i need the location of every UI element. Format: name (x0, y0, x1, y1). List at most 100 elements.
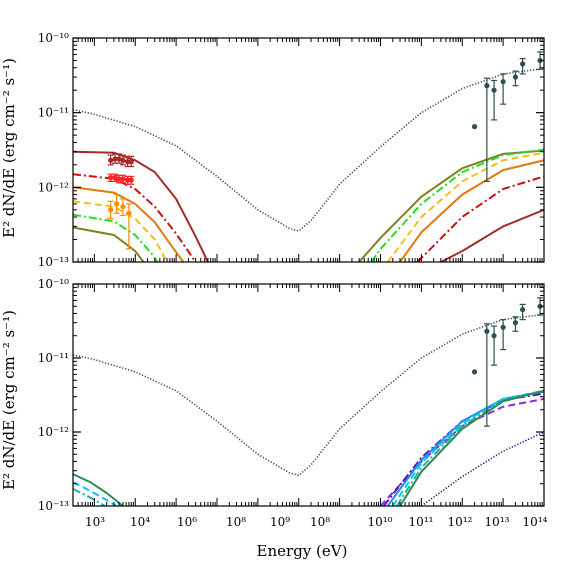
data-point (500, 79, 506, 85)
model-curve-top-7 (370, 148, 544, 262)
data-series-bottom-0 (471, 297, 574, 427)
data-point (116, 156, 122, 162)
data-point (125, 177, 131, 183)
data-point (512, 320, 519, 326)
data-point (484, 83, 490, 89)
x-tick-label: 10³ (85, 515, 105, 529)
axes-frame-bottom (72, 283, 545, 507)
y-axis-label-bottom: E² dN/dE (erg cm⁻² s⁻¹) (0, 310, 18, 490)
data-point (512, 74, 519, 80)
model-curve-bottom-7 (391, 389, 544, 506)
x-tick-label: 10⁶ (177, 515, 197, 529)
y-tick-label: 10⁻¹² (38, 180, 69, 194)
data-point (471, 369, 478, 375)
panel-bottom: 10⁻¹⁰ 10⁻¹¹ 10⁻¹² 10⁻¹³ (38, 277, 574, 513)
data-point (561, 311, 566, 316)
x-tick-label: 10⁹ (270, 515, 290, 529)
data-point (491, 333, 497, 339)
data-series-bottom-1 (561, 395, 574, 449)
model-curve-top-1 (73, 173, 197, 262)
ticks-bottom: 10⁻¹⁰ 10⁻¹¹ 10⁻¹² 10⁻¹³ (38, 277, 544, 513)
model-curve-top-11 (440, 208, 544, 262)
y-tick-label: 10⁻¹⁰ (38, 277, 69, 291)
x-tick-label: 10¹² (448, 515, 473, 529)
model-curve-bottom-6 (386, 390, 544, 506)
data-point (126, 210, 132, 216)
data-point (112, 175, 118, 181)
data-point (128, 159, 134, 165)
model-curve-bottom-5 (382, 392, 544, 506)
data-series-top-2 (107, 173, 135, 185)
y-tick-label: 10⁻¹¹ (38, 351, 69, 365)
panel-top: 10⁻¹⁰ 10⁻¹¹ 10⁻¹² 10⁻¹³ (38, 31, 574, 269)
model-curve-bottom-8 (395, 389, 544, 506)
data-series-top-0 (471, 51, 574, 183)
data-point (120, 157, 126, 163)
data-point (570, 311, 574, 316)
data-point (484, 328, 490, 334)
axes-frame-top (72, 37, 545, 263)
model-curve-top-5 (73, 226, 145, 262)
model-curve-top-2 (73, 186, 185, 262)
x-tick-label: 10⁸ (310, 515, 330, 529)
data-point (112, 156, 118, 162)
data-point (125, 159, 131, 165)
y-tick-label: 10⁻¹³ (38, 499, 69, 513)
data-point (116, 176, 122, 182)
data-point (520, 61, 526, 67)
x-tick-labels: 10³ 10⁴ 10⁶ 10⁸ 10⁹ 10⁸ 10¹⁰ 10¹¹ 10¹² 10¹³ 10¹⁴ (85, 515, 548, 529)
data-point (471, 124, 478, 130)
x-tick-label: 10⁸ (226, 515, 246, 529)
model-curve-bottom-2 (73, 488, 106, 506)
model-curve-bottom-0 (73, 473, 124, 506)
data-series-bottom-2 (561, 399, 574, 462)
y-tick-label: 10⁻¹³ (38, 255, 69, 269)
data-series-top-5 (561, 168, 574, 199)
data-point (561, 174, 566, 179)
plot-area-top (73, 51, 574, 262)
model-curve-top-6 (358, 149, 544, 262)
data-point (570, 65, 574, 70)
data-series-top-3 (107, 193, 132, 250)
x-tick-label: 10⁴ (130, 515, 150, 529)
data-point (561, 162, 566, 167)
model-curve-top-8 (386, 151, 544, 262)
model-curve-top-9 (399, 159, 544, 262)
data-point (114, 201, 120, 207)
data-point (120, 176, 126, 182)
data-point (108, 157, 114, 163)
model-curve-bottom-3 (420, 431, 544, 506)
x-axis-label: Energy (eV) (257, 542, 348, 560)
plot-area-bottom (73, 297, 574, 506)
reference-curve-top (73, 67, 544, 232)
x-tick-label: 10¹³ (485, 515, 510, 529)
model-curve-bottom-1 (73, 481, 118, 506)
x-tick-label: 10¹⁰ (368, 515, 393, 529)
data-point (561, 396, 566, 401)
data-point (120, 204, 126, 210)
y-tick-label: 10⁻¹¹ (38, 106, 69, 120)
data-point (520, 307, 526, 313)
reference-curve-bottom (73, 313, 544, 477)
data-point (128, 177, 134, 183)
y-tick-label: 10⁻¹⁰ (38, 31, 69, 45)
data-point (561, 401, 566, 406)
x-tick-label: 10¹⁴ (523, 515, 548, 529)
ticks-top: 10⁻¹⁰ 10⁻¹¹ 10⁻¹² 10⁻¹³ (38, 31, 544, 269)
model-curve-top-4 (73, 213, 159, 262)
y-axis-label-top: E² dN/dE (erg cm⁻² s⁻¹) (0, 58, 18, 238)
x-tick-label: 10¹¹ (409, 515, 434, 529)
data-series-top-1 (107, 153, 135, 168)
model-curve-bottom-9 (399, 389, 544, 506)
data-point (491, 87, 497, 93)
data-point (108, 207, 114, 213)
model-curve-top-3 (73, 200, 168, 262)
model-curve-top-10 (416, 175, 544, 262)
data-series-top-4 (561, 156, 574, 184)
data-point (500, 324, 506, 330)
data-point (561, 65, 566, 70)
model-curve-top-0 (73, 150, 209, 262)
data-point (108, 175, 114, 181)
y-tick-label: 10⁻¹² (38, 425, 69, 439)
